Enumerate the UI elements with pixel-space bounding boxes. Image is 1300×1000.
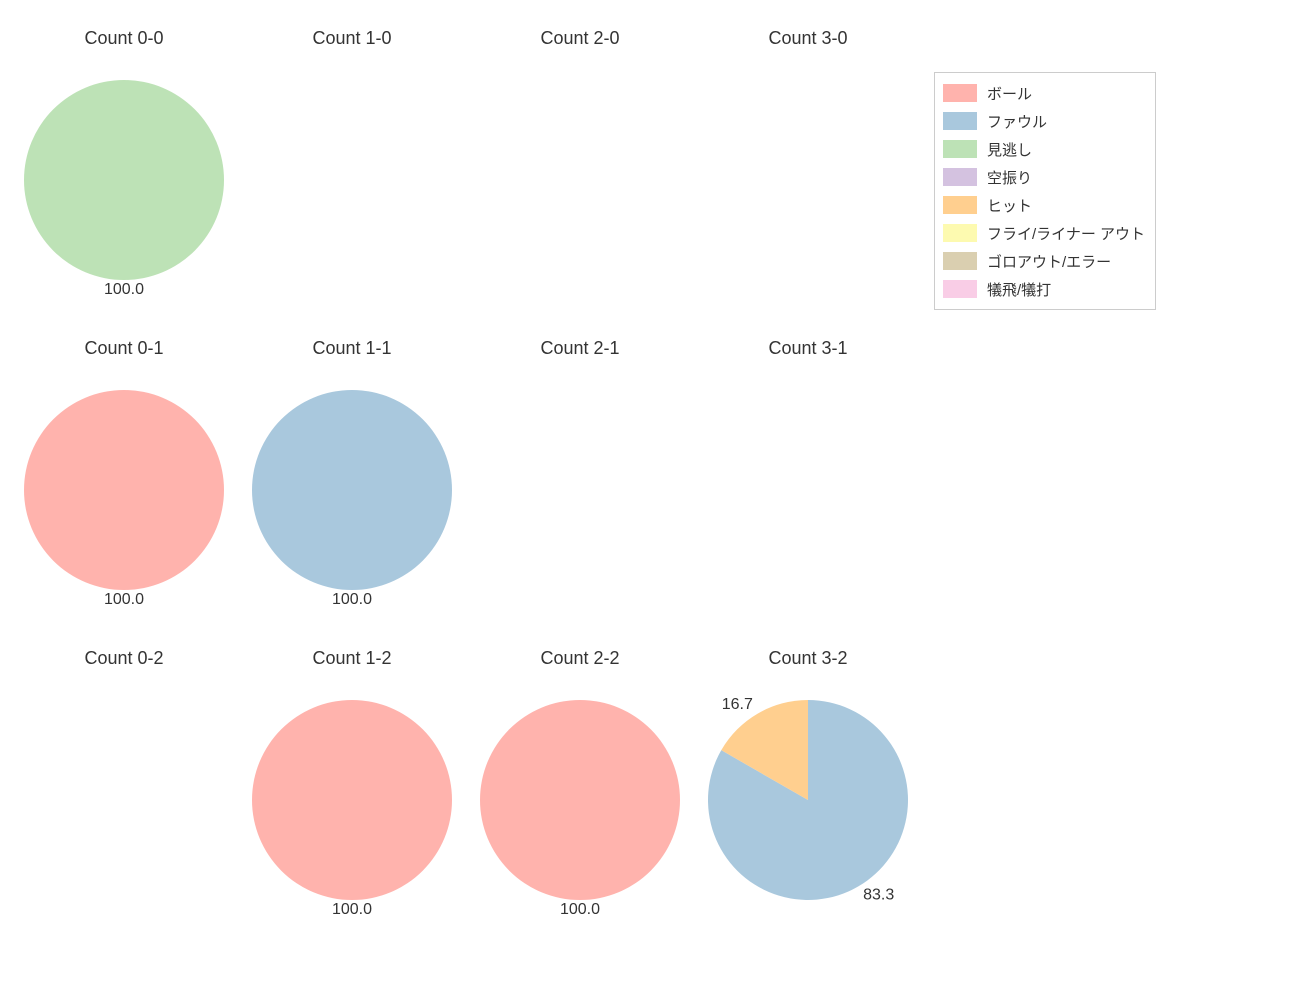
pie-cell-title: Count 1-2 — [238, 648, 466, 669]
legend-label: 見逃し — [987, 139, 1032, 160]
pie-wrap: 83.316.7 — [708, 700, 908, 900]
pie-cell-title: Count 0-1 — [10, 338, 238, 359]
legend-label: ヒット — [987, 195, 1032, 216]
pie-slice-label: 100.0 — [560, 901, 600, 918]
legend-swatch — [943, 168, 977, 186]
pie-cell: Count 0-0 100.0 — [10, 10, 238, 320]
legend-swatch — [943, 196, 977, 214]
pie-cell-title: Count 2-0 — [466, 28, 694, 49]
pie-cell-title: Count 0-2 — [10, 648, 238, 669]
legend-row: ヒット — [943, 191, 1145, 219]
pie-cell: Count 0-1 100.0 — [10, 320, 238, 630]
pie-slice-label: 100.0 — [104, 281, 144, 298]
pie-slice-label: 100.0 — [332, 591, 372, 608]
pie-cell: Count 1-2 100.0 — [238, 630, 466, 940]
pie-wrap: 100.0 — [24, 390, 224, 590]
pie-cell: Count 2-0 — [466, 10, 694, 320]
legend-row: フライ/ライナー アウト — [943, 219, 1145, 247]
pie-chart: 100.0 — [252, 700, 452, 900]
pie-wrap: 100.0 — [24, 80, 224, 280]
legend-label: ファウル — [987, 111, 1047, 132]
pie-cell-title: Count 3-0 — [694, 28, 922, 49]
pie-wrap: 100.0 — [480, 700, 680, 900]
pie-wrap: 100.0 — [252, 700, 452, 900]
legend-label: ボール — [987, 83, 1032, 104]
pie-slice-ball — [480, 700, 680, 900]
legend-row: ボール — [943, 79, 1145, 107]
pie-cell: Count 1-0 — [238, 10, 466, 320]
pie-cell-title: Count 3-2 — [694, 648, 922, 669]
pie-slice-label: 100.0 — [104, 591, 144, 608]
pie-chart: 100.0 — [480, 700, 680, 900]
pie-cell-title: Count 0-0 — [10, 28, 238, 49]
pie-cell-title: Count 1-0 — [238, 28, 466, 49]
pie-slice-ball — [24, 390, 224, 590]
pie-cell: Count 2-1 — [466, 320, 694, 630]
pie-chart: 100.0 — [24, 390, 224, 590]
legend-swatch — [943, 112, 977, 130]
legend-row: 空振り — [943, 163, 1145, 191]
pie-cell: Count 3-283.316.7 — [694, 630, 922, 940]
pie-slice-label: 16.7 — [722, 696, 753, 713]
legend-row: ファウル — [943, 107, 1145, 135]
legend-label: フライ/ライナー アウト — [987, 223, 1145, 244]
pie-chart: 100.0 — [24, 80, 224, 280]
chart-root: Count 0-0100.0Count 1-0Count 2-0Count 3-… — [0, 0, 1300, 1000]
pie-cell: Count 2-2 100.0 — [466, 630, 694, 940]
pie-slice-foul — [252, 390, 452, 590]
pie-wrap: 100.0 — [252, 390, 452, 590]
pie-slice-ball — [252, 700, 452, 900]
pie-cell-title: Count 2-1 — [466, 338, 694, 359]
pie-chart: 83.316.7 — [708, 700, 908, 900]
pie-cell: Count 1-1 100.0 — [238, 320, 466, 630]
pie-cell: Count 3-1 — [694, 320, 922, 630]
pie-cell: Count 0-2 — [10, 630, 238, 940]
pie-slice-label: 100.0 — [332, 901, 372, 918]
legend: ボールファウル見逃し空振りヒットフライ/ライナー アウトゴロアウト/エラー犠飛/… — [934, 72, 1156, 310]
pie-cell: Count 3-0 — [694, 10, 922, 320]
legend-label: 犠飛/犠打 — [987, 279, 1051, 300]
pie-slice-look — [24, 80, 224, 280]
legend-label: 空振り — [987, 167, 1032, 188]
pie-cell-title: Count 3-1 — [694, 338, 922, 359]
legend-row: 見逃し — [943, 135, 1145, 163]
legend-row: ゴロアウト/エラー — [943, 247, 1145, 275]
pie-cell-title: Count 2-2 — [466, 648, 694, 669]
pie-cell-title: Count 1-1 — [238, 338, 466, 359]
legend-row: 犠飛/犠打 — [943, 275, 1145, 303]
legend-swatch — [943, 224, 977, 242]
legend-swatch — [943, 252, 977, 270]
pie-chart: 100.0 — [252, 390, 452, 590]
legend-label: ゴロアウト/エラー — [987, 251, 1111, 272]
pie-slice-label: 83.3 — [863, 886, 894, 903]
legend-swatch — [943, 280, 977, 298]
legend-swatch — [943, 140, 977, 158]
legend-swatch — [943, 84, 977, 102]
